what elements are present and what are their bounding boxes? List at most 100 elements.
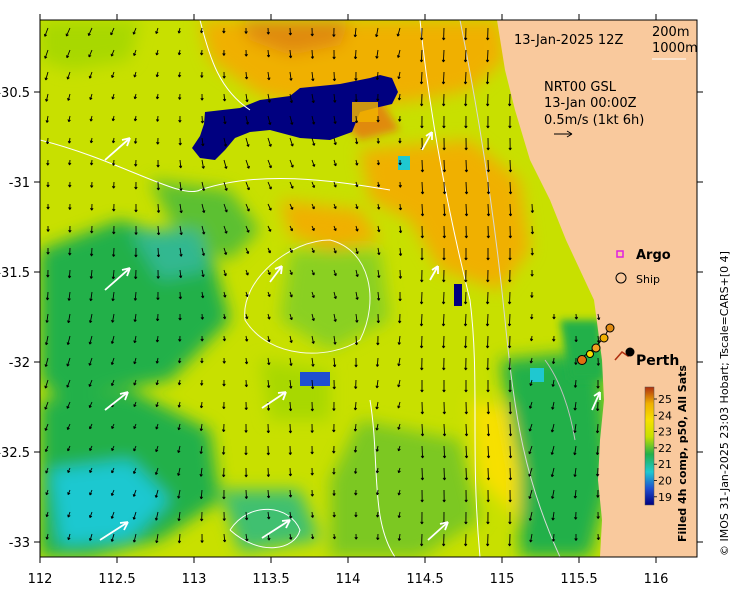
- current-arrow: [65, 27, 71, 37]
- current-arrow: [419, 291, 424, 305]
- current-arrow: [222, 93, 227, 102]
- current-arrow: [442, 269, 446, 283]
- current-arrow: [420, 115, 424, 129]
- current-arrow: [550, 423, 555, 433]
- current-arrow: [46, 203, 50, 210]
- current-arrow: [111, 71, 115, 78]
- current-arrow: [398, 269, 403, 279]
- current-arrow: [310, 401, 314, 412]
- current-arrow: [222, 313, 227, 320]
- current-arrow: [177, 27, 181, 34]
- current-arrow: [178, 159, 183, 169]
- current-arrow: [508, 380, 512, 393]
- current-arrow: [199, 489, 203, 500]
- current-arrow: [355, 181, 359, 188]
- current-arrow: [45, 467, 49, 474]
- current-arrow: [111, 291, 115, 302]
- current-arrow: [177, 71, 182, 78]
- current-arrow: [376, 533, 380, 541]
- current-arrow: [508, 203, 513, 217]
- current-arrow: [332, 445, 336, 454]
- current-arrow: [332, 533, 337, 540]
- current-arrow: [88, 423, 93, 430]
- current-arrow: [552, 335, 556, 342]
- scale-arrow: [554, 130, 573, 138]
- current-arrow: [111, 467, 115, 474]
- current-arrow: [332, 489, 336, 496]
- current-arrow: [179, 269, 183, 279]
- current-arrow: [89, 269, 93, 279]
- current-arrow: [419, 313, 424, 327]
- current-arrow: [464, 511, 468, 525]
- current-arrow: [397, 357, 401, 367]
- current-arrow: [463, 49, 468, 63]
- current-arrow: [156, 247, 161, 258]
- current-arrow: [155, 71, 159, 78]
- current-arrow: [550, 445, 555, 455]
- current-arrow: [245, 247, 250, 255]
- current-arrow: [155, 379, 159, 386]
- colorbar-tick-label: 19: [658, 491, 672, 504]
- current-arrow: [376, 93, 380, 102]
- current-arrow: [355, 313, 359, 323]
- current-arrow: [486, 401, 490, 415]
- current-arrow: [464, 181, 469, 195]
- current-arrow: [441, 291, 446, 305]
- current-arrow: [442, 533, 446, 547]
- current-arrow: [310, 533, 315, 540]
- current-arrow: [596, 489, 600, 498]
- current-arrow: [200, 93, 204, 101]
- current-arrow: [332, 401, 336, 411]
- current-arrow: [573, 467, 577, 477]
- current-arrow: [441, 49, 446, 63]
- current-arrow: [44, 379, 49, 389]
- current-arrow: [177, 467, 181, 476]
- current-arrow: [244, 49, 248, 57]
- current-arrow: [267, 247, 271, 254]
- current-arrow: [133, 445, 137, 452]
- current-arrow: [179, 203, 183, 214]
- current-arrow: [397, 335, 401, 345]
- current-arrow: [155, 357, 159, 364]
- current-arrow: [420, 27, 424, 41]
- current-arrow: [267, 291, 271, 298]
- current-arrow: [267, 511, 271, 520]
- current-arrow: [354, 533, 358, 540]
- current-arrow: [486, 269, 490, 283]
- current-arrow: [464, 467, 469, 481]
- current-arrow: [574, 335, 578, 343]
- current-arrow: [244, 401, 248, 411]
- current-arrow: [199, 445, 203, 454]
- current-arrow: [551, 379, 555, 387]
- current-arrow: [596, 533, 601, 541]
- current-arrow: [507, 313, 512, 327]
- current-arrow: [155, 423, 159, 430]
- current-arrow: [288, 511, 293, 519]
- current-arrow: [528, 445, 533, 455]
- current-arrow: [244, 489, 249, 499]
- contour-legend-1000: 1000m: [652, 41, 698, 56]
- current-arrow: [508, 445, 513, 459]
- current-arrow: [332, 423, 336, 433]
- current-arrow: [88, 511, 93, 519]
- current-arrow: [442, 225, 446, 239]
- current-arrow: [88, 379, 93, 387]
- current-arrow: [244, 511, 249, 521]
- colorbar-tick-label: 21: [658, 458, 672, 471]
- current-arrow: [397, 511, 401, 518]
- current-arrow: [68, 203, 72, 210]
- current-arrow: [133, 137, 138, 144]
- current-arrow: [486, 467, 491, 481]
- current-arrow: [508, 225, 512, 239]
- current-arrow: [464, 489, 468, 503]
- current-arrow: [67, 93, 71, 101]
- current-arrow: [133, 313, 137, 322]
- current-arrow: [310, 445, 314, 455]
- current-arrow: [508, 137, 512, 151]
- current-arrow: [420, 181, 425, 195]
- current-arrow: [110, 357, 115, 365]
- current-arrow: [66, 401, 71, 409]
- current-arrow: [289, 291, 293, 298]
- current-arrow: [112, 225, 116, 235]
- current-arrow: [486, 511, 490, 525]
